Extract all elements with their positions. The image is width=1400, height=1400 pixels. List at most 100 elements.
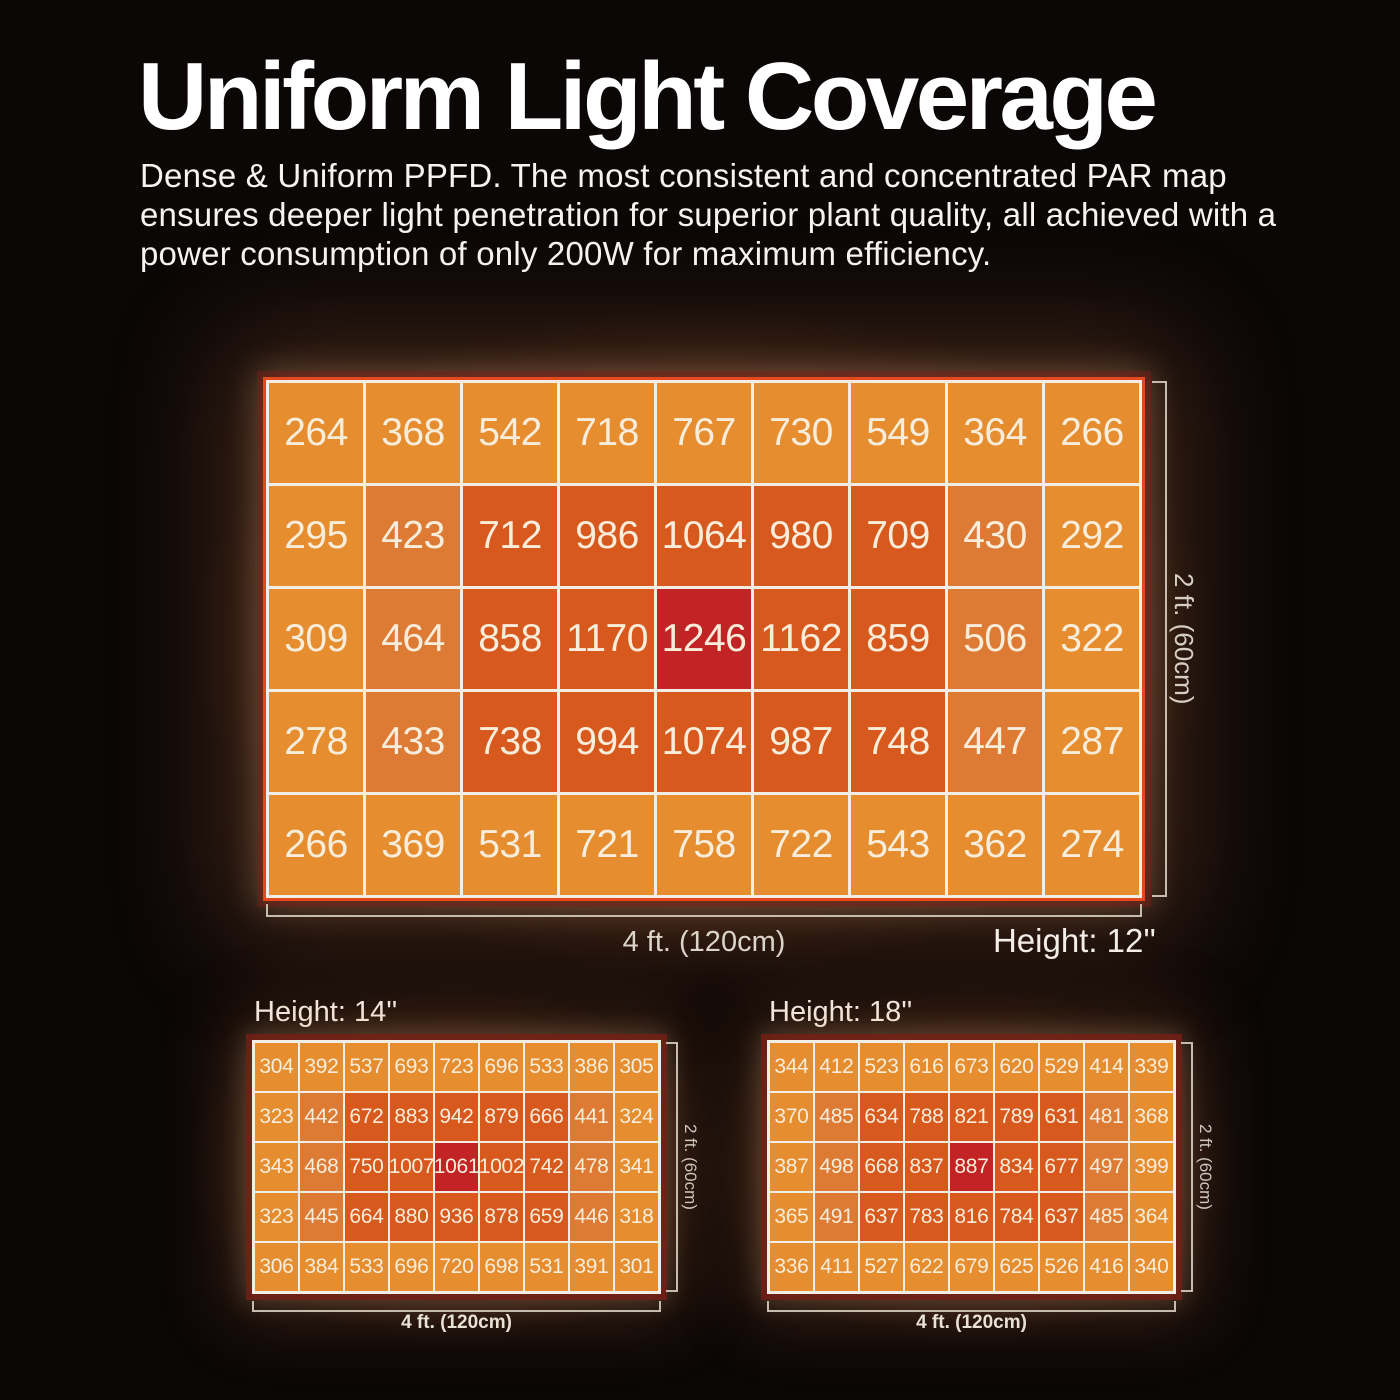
ppfd-cell: 485 [1085, 1193, 1128, 1241]
ppfd-cell: 634 [860, 1093, 903, 1141]
ppfd-cell: 364 [948, 383, 1042, 483]
page-description: Dense & Uniform PPFD. The most consisten… [140, 157, 1277, 272]
ppfd-cell: 339 [1130, 1043, 1173, 1091]
ppfd-cell: 365 [770, 1193, 813, 1241]
ppfd-cell: 748 [851, 692, 945, 792]
ppfd-cell: 738 [463, 692, 557, 792]
ppfd-cell: 318 [615, 1193, 658, 1241]
ppfd-cell: 304 [255, 1043, 298, 1091]
ppfd-heatmap-12in: 264 368 542 718 767 730 549 364 266 295 423 712 986 1… [263, 377, 1145, 901]
ppfd-cell: 264 [269, 383, 363, 483]
ppfd-cell: 616 [905, 1043, 948, 1091]
ppfd-cell: 543 [851, 795, 945, 895]
ppfd-cell: 446 [570, 1193, 613, 1241]
dimension-bracket-vertical [1181, 1042, 1193, 1292]
ppfd-cell: 784 [995, 1193, 1038, 1241]
ppfd-cell: 821 [950, 1093, 993, 1141]
ppfd-cell: 542 [463, 383, 557, 483]
dimension-bracket-horizontal [767, 1301, 1176, 1312]
ppfd-cell: 858 [463, 589, 557, 689]
ppfd-cell: 878 [480, 1193, 523, 1241]
ppfd-cell: 783 [905, 1193, 948, 1241]
ppfd-cell: 485 [815, 1093, 858, 1141]
page-title: Uniform Light Coverage [138, 43, 1158, 150]
ppfd-cell: 370 [770, 1093, 813, 1141]
ppfd-cell: 278 [269, 692, 363, 792]
ppfd-cell: 533 [525, 1043, 568, 1091]
ppfd-cell: 883 [390, 1093, 433, 1141]
ppfd-cell: 1002 [479, 1143, 525, 1191]
ppfd-cell: 392 [300, 1043, 343, 1091]
width-dimension-label: 4 ft. (120cm) [622, 926, 786, 958]
ppfd-cell: 523 [860, 1043, 903, 1091]
ppfd-cell: 478 [570, 1143, 613, 1191]
ppfd-cell: 305 [615, 1043, 658, 1091]
ppfd-cell: 391 [570, 1243, 613, 1291]
ppfd-cell: 723 [435, 1043, 478, 1091]
dimension-bracket-vertical [1152, 381, 1167, 897]
ppfd-cell: 364 [1130, 1193, 1173, 1241]
ppfd-cell: 637 [1040, 1193, 1083, 1241]
ppfd-cell: 880 [390, 1193, 433, 1241]
ppfd-cell: 287 [1045, 692, 1139, 792]
ppfd-cell: 323 [255, 1093, 298, 1141]
ppfd-cell: 368 [1130, 1093, 1173, 1141]
ppfd-cell: 498 [815, 1143, 858, 1191]
ppfd-cell: 529 [1040, 1043, 1083, 1091]
ppfd-cell: 387 [770, 1143, 813, 1191]
ppfd-cell: 292 [1045, 486, 1139, 586]
ppfd-cell: 742 [525, 1143, 568, 1191]
ppfd-cell: 666 [525, 1093, 568, 1141]
ppfd-cell: 386 [570, 1043, 613, 1091]
ppfd-cell: 709 [851, 486, 945, 586]
ppfd-cell: 526 [1040, 1243, 1083, 1291]
ppfd-cell: 730 [754, 383, 848, 483]
ppfd-cell: 533 [345, 1243, 388, 1291]
ppfd-cell: 696 [390, 1243, 433, 1291]
ppfd-cell: 343 [255, 1143, 298, 1191]
depth-dimension-label: 2 ft. (60cm) [681, 1124, 700, 1210]
ppfd-cell: 696 [480, 1043, 523, 1091]
ppfd-cell: 531 [525, 1243, 568, 1291]
height-12-label: Height: 12'' [992, 922, 1156, 959]
ppfd-cell: 430 [948, 486, 1042, 586]
ppfd-cell: 672 [345, 1093, 388, 1141]
ppfd-cell: 625 [995, 1243, 1038, 1291]
ppfd-cell: 673 [950, 1043, 993, 1091]
ppfd-cell: 412 [815, 1043, 858, 1091]
ppfd-cell: 442 [300, 1093, 343, 1141]
ppfd-cell: 506 [948, 589, 1042, 689]
ppfd-cell: 942 [435, 1093, 478, 1141]
ppfd-cell: 789 [995, 1093, 1038, 1141]
ppfd-cell: 464 [366, 589, 460, 689]
ppfd-cell: 266 [1045, 383, 1139, 483]
ppfd-cell: 620 [995, 1043, 1038, 1091]
ppfd-cell: 306 [255, 1243, 298, 1291]
ppfd-heatmap-18in: 344 412 523 616 673 620 529 414 339 370 485 634 788 8… [767, 1040, 1176, 1294]
ppfd-cell: 664 [345, 1193, 388, 1241]
ppfd-cell: 549 [851, 383, 945, 483]
width-dimension-label: 4 ft. (120cm) [916, 1312, 1027, 1333]
ppfd-cell: 447 [948, 692, 1042, 792]
ppfd-cell: 834 [995, 1143, 1038, 1191]
ppfd-cell: 631 [1040, 1093, 1083, 1141]
ppfd-cell: 722 [754, 795, 848, 895]
ppfd-cell: 423 [366, 486, 460, 586]
ppfd-cell: 659 [525, 1193, 568, 1241]
depth-dimension-label: 2 ft. (60cm) [1196, 1124, 1215, 1210]
ppfd-cell: 677 [1040, 1143, 1083, 1191]
ppfd-heatmap-14in: 304 392 537 693 723 696 533 386 305 323 442 672 883 9… [252, 1040, 661, 1294]
ppfd-cell: 1061 [434, 1143, 480, 1191]
ppfd-cell: 527 [860, 1243, 903, 1291]
ppfd-cell: 1074 [657, 692, 751, 792]
ppfd-cell: 750 [345, 1143, 388, 1191]
ppfd-cell: 936 [435, 1193, 478, 1241]
ppfd-cell: 980 [754, 486, 848, 586]
ppfd-cell: 668 [860, 1143, 903, 1191]
ppfd-cell: 816 [950, 1193, 993, 1241]
ppfd-cell: 788 [905, 1093, 948, 1141]
height-18-label: Height: 18'' [769, 996, 913, 1028]
ppfd-cell: 637 [860, 1193, 903, 1241]
ppfd-cell: 369 [366, 795, 460, 895]
